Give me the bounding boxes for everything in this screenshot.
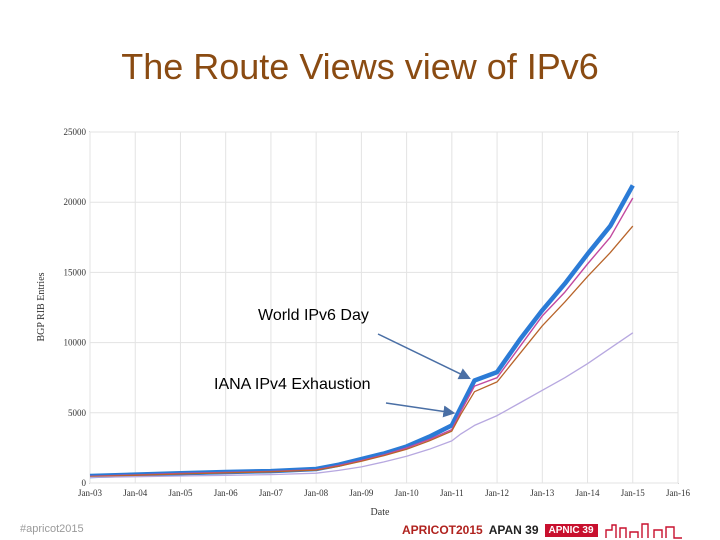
x-tick-label: Jan-14: [576, 488, 600, 498]
x-tick-label: Jan-09: [349, 488, 373, 498]
y-tick-label: 5000: [68, 408, 87, 418]
plot-frame: [89, 131, 679, 484]
series-line-3: [89, 225, 634, 478]
y-tick-label: 25000: [64, 127, 87, 137]
grid-lines: [89, 131, 679, 484]
slide-title: The Route Views view of IPv6: [121, 46, 599, 87]
y-tick-label: 20000: [64, 197, 87, 207]
x-tick-label: Jan-03: [78, 488, 102, 498]
x-tick-label: Jan-12: [485, 488, 509, 498]
x-tick-label: Jan-16: [666, 488, 690, 498]
annotations: World IPv6 Day IANA IPv4 Exhaustion: [214, 307, 471, 418]
apricot-logo: APRICOT2015: [402, 523, 483, 537]
annotation-arrow: [385, 402, 456, 418]
x-tick-label: Jan-08: [304, 488, 328, 498]
y-axis-title: BGP RIB Entries: [36, 272, 47, 341]
annotation-label: IANA IPv4 Exhaustion: [214, 376, 371, 393]
annotation-arrow: [377, 333, 471, 380]
annotation-label: World IPv6 Day: [258, 307, 369, 324]
footer-handle: #apricot2015: [20, 523, 84, 535]
y-tick-label: 15000: [64, 267, 87, 277]
x-tick-label: Jan-05: [168, 488, 192, 498]
x-tick-label: Jan-06: [214, 488, 238, 498]
x-tick-label: Jan-13: [530, 488, 554, 498]
apan-logo: APAN 39: [488, 523, 539, 537]
apnic-logo: APNIC 39: [544, 523, 598, 537]
y-tick-label: 10000: [64, 338, 87, 348]
footer-logos: APRICOT2015 APAN 39 APNIC 39: [402, 520, 684, 540]
x-tick-label: Jan-07: [259, 488, 283, 498]
y-tick-label: 0: [82, 478, 87, 488]
x-axis-title: Date: [371, 507, 390, 518]
series-layer: [89, 184, 635, 479]
x-tick-label: Jan-11: [440, 488, 464, 498]
x-tick-labels: Jan-03 Jan-04 Jan-05 Jan-06 Jan-07 Jan-08 Jan-…: [78, 488, 690, 498]
x-tick-label: Jan-10: [395, 488, 419, 498]
x-tick-label: Jan-04: [123, 488, 147, 498]
y-tick-labels: 0 5000 10000 15000 20000 25000: [64, 127, 87, 488]
skyline-logo-icon: [604, 523, 682, 539]
series-line-4: [89, 332, 634, 479]
x-tick-label: Jan-15: [621, 488, 645, 498]
